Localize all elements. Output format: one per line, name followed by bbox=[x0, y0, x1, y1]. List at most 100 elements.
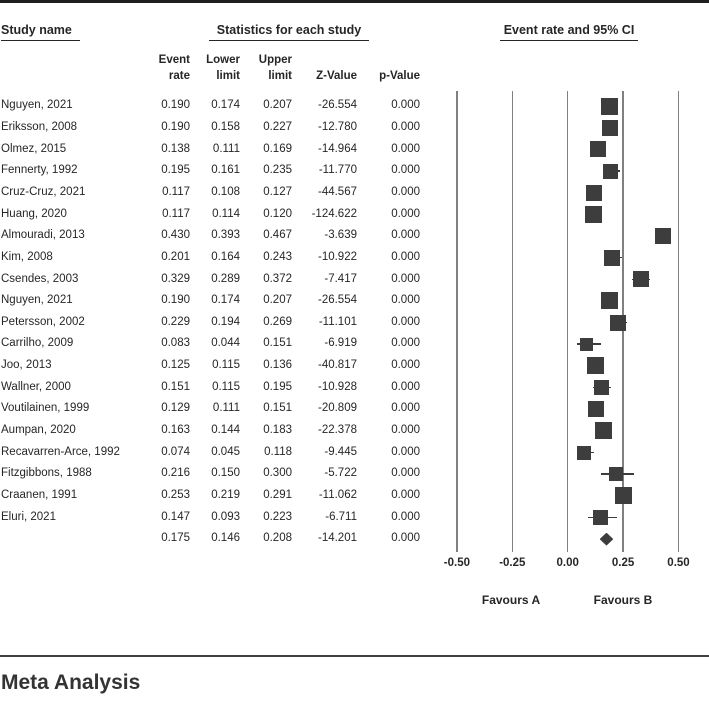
study-event_rate-cell: 0.430 bbox=[161, 229, 190, 242]
study-name: Joo, 2013 bbox=[1, 359, 52, 372]
study-upper-cell: 0.183 bbox=[263, 424, 292, 437]
study-p-cell: 0.000 bbox=[391, 445, 420, 458]
column-header-event_rate: Event rate bbox=[120, 51, 190, 84]
study-event_rate-cell: 0.216 bbox=[161, 467, 190, 480]
meta-analysis-title: Meta Analysis bbox=[1, 671, 141, 694]
study-name: Nguyen, 2021 bbox=[1, 99, 73, 112]
study-row: Voutilainen, 1999 0.129 0.111 0.151 -20.809 0… bbox=[0, 398, 432, 420]
study-point-square bbox=[601, 97, 619, 115]
study-p-cell: 0.000 bbox=[391, 424, 420, 437]
study-z-cell: -22.378 bbox=[317, 424, 357, 437]
study-z-cell: -14.964 bbox=[317, 142, 357, 155]
study-row: Kim, 2008 0.201 0.164 0.243 -10.922 0.000 bbox=[0, 247, 432, 269]
favours-b-label: Favours B bbox=[593, 593, 653, 607]
study-event_rate-cell: 0.190 bbox=[161, 99, 190, 112]
study-z-cell: -6.711 bbox=[325, 510, 357, 523]
study-name: Nguyen, 2021 bbox=[1, 294, 73, 307]
study-row: Huang, 2020 0.117 0.114 0.120 -124.622 0.000 bbox=[0, 204, 432, 226]
study-point-square bbox=[585, 184, 602, 201]
study-lower-cell: 0.174 bbox=[211, 294, 240, 307]
study-upper-cell: 0.169 bbox=[263, 142, 292, 155]
study-lower-cell: 0.111 bbox=[212, 142, 240, 155]
study-point-square bbox=[632, 271, 649, 288]
study-row: Petersson, 2002 0.229 0.194 0.269 -11.101 0.0… bbox=[0, 312, 432, 334]
study-point-square bbox=[603, 163, 619, 179]
x-axis-tick-label: 0.25 bbox=[611, 557, 635, 569]
study-upper-cell: 0.269 bbox=[263, 315, 292, 328]
study-lower-cell: 0.289 bbox=[211, 272, 240, 285]
study-name: Aumpan, 2020 bbox=[1, 424, 76, 437]
study-name: Voutilainen, 1999 bbox=[1, 402, 90, 415]
study-event_rate-cell: 0.195 bbox=[161, 164, 190, 177]
column-header-line: p-Value bbox=[379, 69, 420, 82]
study-point-square bbox=[615, 487, 633, 505]
study-p-cell: 0.000 bbox=[391, 315, 420, 328]
study-row: Nguyen, 2021 0.190 0.174 0.207 -26.554 0.000 bbox=[0, 95, 432, 117]
plot-gridline bbox=[677, 91, 680, 552]
favours-a-label: Favours A bbox=[481, 593, 541, 607]
study-row: Csendes, 2003 0.329 0.289 0.372 -7.417 0.000 bbox=[0, 269, 432, 291]
study-name: Fennerty, 1992 bbox=[1, 164, 78, 177]
study-event_rate-cell: 0.083 bbox=[161, 337, 190, 350]
study-lower-cell: 0.108 bbox=[211, 185, 240, 198]
study-z-cell: -10.922 bbox=[317, 250, 357, 263]
study-z-cell: -11.062 bbox=[318, 489, 357, 501]
study-name: Eluri, 2021 bbox=[1, 510, 56, 523]
column-header-p: p-Value bbox=[352, 51, 420, 84]
study-event_rate-cell: 0.117 bbox=[162, 185, 190, 198]
plot-gridline bbox=[566, 91, 569, 552]
column-header-line: Event bbox=[158, 54, 190, 66]
study-name: Cruz-Cruz, 2021 bbox=[1, 185, 86, 198]
column-header-lower: Lower limit bbox=[172, 51, 240, 84]
study-p-cell: 0.000 bbox=[391, 272, 420, 285]
study-point-square bbox=[610, 314, 627, 331]
study-name: Fitzgibbons, 1988 bbox=[1, 467, 92, 480]
study-upper-cell: 0.151 bbox=[263, 402, 292, 415]
study-name-header: Study name bbox=[1, 23, 80, 41]
study-upper-cell: 0.372 bbox=[263, 272, 292, 285]
study-event_rate-cell: 0.129 bbox=[161, 402, 190, 415]
study-row: Joo, 2013 0.125 0.115 0.136 -40.817 0.000 bbox=[0, 355, 432, 377]
study-lower-cell: 0.115 bbox=[212, 380, 240, 393]
column-header-upper: Upper limit bbox=[224, 51, 292, 84]
study-z-cell: -10.928 bbox=[317, 380, 357, 393]
summary-row: 0.175 0.146 0.208 -14.201 0.000 bbox=[0, 528, 432, 550]
study-lower-cell: 0.194 bbox=[211, 315, 240, 328]
plot-gridline bbox=[511, 91, 514, 552]
study-z-cell: -40.817 bbox=[317, 359, 357, 372]
column-header-z: Z-Value bbox=[277, 51, 357, 84]
study-p-cell: 0.000 bbox=[391, 294, 420, 307]
study-lower-cell: 0.115 bbox=[212, 359, 240, 372]
study-point-square bbox=[604, 249, 621, 266]
study-upper-cell: 0.120 bbox=[263, 207, 292, 220]
study-upper-cell: 0.291 bbox=[263, 489, 292, 501]
study-upper-cell: 0.136 bbox=[263, 359, 292, 372]
study-p-cell: 0.000 bbox=[391, 510, 420, 523]
study-lower-cell: 0.114 bbox=[212, 207, 240, 220]
study-p-cell: 0.000 bbox=[391, 164, 420, 177]
study-z-cell: -11.101 bbox=[318, 315, 357, 328]
study-point-square bbox=[592, 509, 608, 525]
column-header-line: Lower bbox=[206, 54, 240, 66]
study-lower-cell: 0.161 bbox=[211, 164, 240, 177]
column-header-line: Z-Value bbox=[316, 69, 357, 82]
study-lower-cell: 0.144 bbox=[211, 424, 240, 437]
study-point-square bbox=[601, 119, 618, 136]
statistics-header: Statistics for each study bbox=[209, 23, 369, 41]
study-event_rate-cell: 0.229 bbox=[161, 315, 190, 328]
bottom-border-line bbox=[0, 655, 709, 657]
study-row: Eluri, 2021 0.147 0.093 0.223 -6.711 0.000 bbox=[0, 507, 432, 529]
x-axis-tick-label: 0.50 bbox=[667, 557, 690, 569]
summary-upper-cell: 0.208 bbox=[263, 532, 292, 545]
summary-diamond bbox=[599, 532, 614, 546]
study-lower-cell: 0.158 bbox=[211, 120, 240, 133]
study-name: Almouradi, 2013 bbox=[1, 229, 85, 242]
study-point-square bbox=[585, 205, 603, 223]
study-z-cell: -44.567 bbox=[317, 185, 357, 198]
study-p-cell: 0.000 bbox=[391, 467, 420, 480]
summary-p-cell: 0.000 bbox=[391, 532, 420, 545]
study-p-cell: 0.000 bbox=[391, 359, 420, 372]
x-axis-tick-label: -0.25 bbox=[499, 557, 526, 569]
study-event_rate-cell: 0.117 bbox=[162, 207, 190, 220]
